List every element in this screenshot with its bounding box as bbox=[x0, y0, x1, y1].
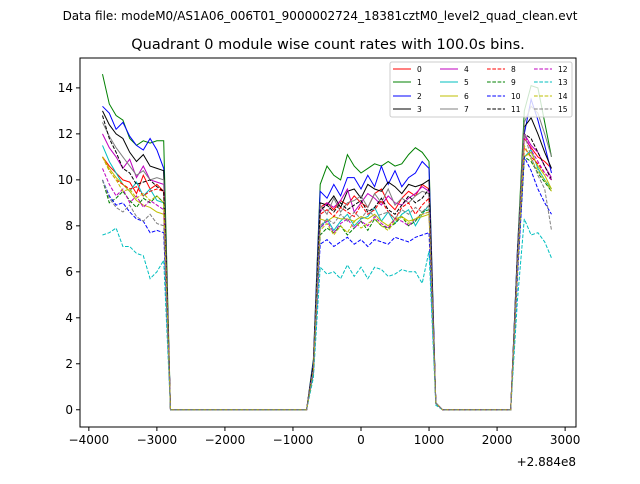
series-line-7 bbox=[102, 105, 552, 411]
legend-label: 9 bbox=[511, 78, 516, 87]
legend-label: 4 bbox=[464, 65, 469, 74]
legend-label: 6 bbox=[464, 92, 469, 101]
x-tick-label: 2000 bbox=[482, 433, 513, 447]
x-tick-label: 3000 bbox=[550, 433, 581, 447]
legend-label: 8 bbox=[511, 65, 516, 74]
chart-title: Quadrant 0 module wise count rates with … bbox=[131, 37, 525, 53]
series-line-1 bbox=[102, 73, 552, 411]
x-tick-label: −3000 bbox=[137, 433, 178, 447]
legend-label: 0 bbox=[417, 65, 422, 74]
legend-label: 14 bbox=[558, 92, 568, 101]
x-tick-label: 0 bbox=[357, 433, 365, 447]
legend-label: 3 bbox=[417, 105, 422, 114]
y-tick-label: 10 bbox=[58, 173, 73, 187]
legend-label: 12 bbox=[558, 65, 568, 74]
series-line-12 bbox=[102, 133, 552, 411]
series-line-2 bbox=[102, 97, 552, 411]
legend-label: 15 bbox=[558, 105, 568, 114]
legend-label: 11 bbox=[511, 105, 521, 114]
legend-label: 7 bbox=[464, 105, 469, 114]
x-tick-label: −4000 bbox=[69, 433, 110, 447]
legend-box bbox=[389, 61, 573, 118]
y-tick-label: 8 bbox=[65, 219, 73, 233]
legend-label: 5 bbox=[464, 78, 469, 87]
x-tick-label: −1000 bbox=[273, 433, 314, 447]
y-tick-label: 6 bbox=[65, 265, 73, 279]
chart-suptitle: Data file: modeM0/AS1A06_006T01_90000027… bbox=[63, 9, 578, 23]
y-tick-label: 4 bbox=[65, 311, 73, 325]
x-tick-label: −2000 bbox=[205, 433, 246, 447]
x-tick-label: 1000 bbox=[414, 433, 445, 447]
legend-label: 2 bbox=[417, 92, 422, 101]
legend-label: 13 bbox=[558, 78, 568, 87]
series-line-15 bbox=[102, 133, 552, 411]
y-tick-label: 12 bbox=[58, 127, 73, 141]
y-tick-label: 14 bbox=[58, 81, 73, 95]
legend-label: 1 bbox=[417, 78, 422, 87]
x-offset-label: +2.884e8 bbox=[517, 455, 576, 469]
legend-label: 10 bbox=[511, 92, 521, 101]
y-tick-label: 2 bbox=[65, 357, 73, 371]
y-tick-label: 0 bbox=[65, 403, 73, 417]
plot-area-frame bbox=[79, 57, 577, 428]
